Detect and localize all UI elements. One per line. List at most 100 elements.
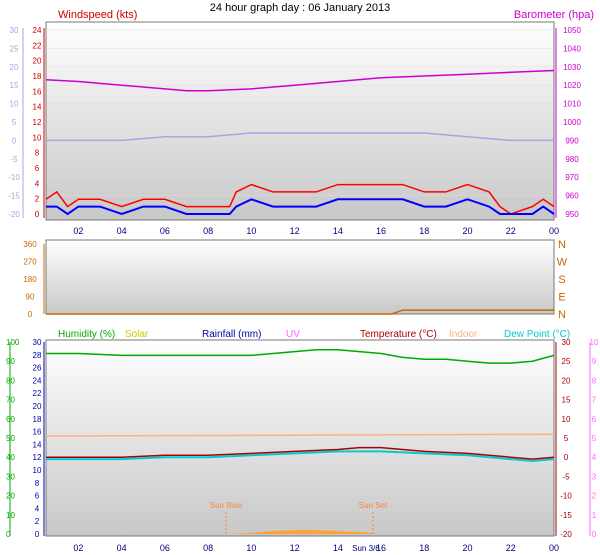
- x-tick-label-top: 04: [117, 226, 127, 236]
- series-windspeed: [45, 183, 555, 215]
- humidity-axis-tick: 20: [6, 492, 15, 501]
- direction-axis-tick: 0: [28, 310, 33, 319]
- x-tick-label-top: 14: [333, 226, 343, 236]
- windspeed-axis-tick: 18: [33, 72, 42, 81]
- barometer-axis-tick: 950: [565, 210, 579, 219]
- windspeed-axis-tick: 2: [35, 195, 40, 204]
- uv-axis-tick: 2: [592, 492, 597, 501]
- x-tick-label-top: 16: [376, 226, 386, 236]
- x-tick-label-bottom: 06: [160, 543, 170, 553]
- series-dewpoint: [46, 450, 555, 463]
- x-tick-label-top: 08: [203, 226, 213, 236]
- legend-item: Solar: [125, 329, 149, 340]
- outer-axis-tick: 5: [12, 118, 17, 127]
- barometer-axis-tick: 980: [565, 155, 579, 164]
- legend-item: Temperature (°C): [360, 329, 437, 340]
- temperature-axis-tick: -15: [560, 511, 572, 520]
- legend-item: Rainfall (mm): [202, 329, 261, 340]
- legend-item: Indoor: [449, 329, 478, 340]
- sunset-label: Sun Set: [359, 501, 388, 510]
- barometer-axis-tick: 1050: [563, 26, 581, 35]
- x-tick-label-bottom: 02: [73, 543, 83, 553]
- humidity-axis-tick: 80: [6, 376, 15, 385]
- windspeed-axis-tick: 14: [33, 103, 42, 112]
- barometer-axis-tick: 1000: [563, 118, 581, 127]
- barometer-axis-tick: 960: [565, 192, 579, 201]
- temperature-axis-tick: -10: [560, 492, 572, 501]
- compass-label: S: [558, 274, 565, 286]
- x-tick-label-top: 00: [549, 226, 559, 236]
- x-tick-label-top: 10: [246, 226, 256, 236]
- rainfall-axis-tick: 24: [33, 376, 42, 385]
- uv-axis-tick: 9: [592, 357, 597, 366]
- legend-item: Humidity (%): [58, 329, 115, 340]
- outer-axis-tick: -15: [8, 192, 20, 201]
- series-outer-line: [46, 132, 554, 142]
- x-tick-label-bottom: 18: [419, 543, 429, 553]
- series-indoor: [45, 433, 555, 437]
- rainfall-axis-tick: 4: [35, 504, 40, 513]
- uv-axis-tick: 5: [592, 434, 597, 443]
- temperature-axis-tick: -20: [560, 530, 572, 539]
- current-time-label: Sun 3/6: [352, 544, 380, 553]
- humidity-axis-tick: 70: [6, 396, 15, 405]
- uv-axis-tick: 3: [592, 472, 597, 481]
- rainfall-axis-tick: 12: [33, 453, 42, 462]
- barometer-axis-tick: 1030: [563, 63, 581, 72]
- x-tick-label-top: 20: [463, 226, 473, 236]
- temperature-axis-tick: 15: [562, 396, 571, 405]
- outer-axis-tick: 0: [12, 136, 17, 145]
- x-tick-label-bottom: 14: [333, 543, 343, 553]
- chart-title: 24 hour graph day : 06 January 2013: [210, 2, 390, 14]
- rainfall-axis-tick: 26: [33, 364, 42, 373]
- compass-label: W: [557, 257, 568, 269]
- temperature-axis-tick: 10: [562, 415, 571, 424]
- rainfall-axis-tick: 6: [35, 492, 40, 501]
- outer-axis-tick: 20: [10, 63, 19, 72]
- uv-axis-tick: 8: [592, 376, 597, 385]
- humidity-axis-tick: 90: [6, 357, 15, 366]
- humidity-axis-tick: 0: [6, 530, 11, 539]
- windspeed-axis-tick: 24: [33, 26, 42, 35]
- panel-temp-humidity: Humidity (%) Solar Rainfall (mm) UV Temperat…: [6, 329, 599, 553]
- outer-axis-tick: -20: [8, 210, 20, 219]
- uv-axis-tick: 6: [592, 415, 597, 424]
- series-humidity: [46, 348, 555, 364]
- windspeed-axis-tick: 6: [35, 164, 40, 173]
- rainfall-axis-tick: 10: [33, 466, 42, 475]
- series-direction: [46, 309, 554, 315]
- rainfall-axis-tick: 20: [33, 402, 42, 411]
- series-gust: [46, 198, 555, 216]
- temperature-axis-tick: -5: [562, 472, 570, 481]
- x-tick-label-bottom: 12: [290, 543, 300, 553]
- windspeed-axis-tick: 4: [35, 179, 40, 188]
- direction-axis-tick: 360: [23, 240, 37, 249]
- x-tick-label-bottom: 20: [463, 543, 473, 553]
- windspeed-axis-tick: 10: [33, 133, 42, 142]
- rainfall-axis-tick: 18: [33, 415, 42, 424]
- humidity-axis-tick: 100: [6, 338, 20, 347]
- barometer-axis-tick: 1010: [563, 100, 581, 109]
- windspeed-axis-tick: 22: [33, 41, 42, 50]
- outer-axis-tick: 15: [10, 81, 19, 90]
- uv-axis-tick: 4: [592, 453, 597, 462]
- panel-wind-barometer: Windspeed (kts) Barometer (hpa) 30252015…: [8, 9, 594, 221]
- x-tick-label-bottom: 22: [506, 543, 516, 553]
- humidity-axis-tick: 10: [6, 511, 15, 520]
- uv-axis-tick: 1: [592, 511, 597, 520]
- outer-axis-tick: 25: [10, 44, 19, 53]
- barometer-axis-tick: 1040: [563, 44, 581, 53]
- barometer-axis-tick: 970: [565, 173, 579, 182]
- uv-axis-tick: 10: [590, 338, 599, 347]
- direction-axis-tick: 180: [23, 275, 37, 284]
- humidity-axis-tick: 50: [6, 434, 15, 443]
- rainfall-axis-tick: 0: [35, 530, 40, 539]
- compass-label: N: [558, 309, 566, 321]
- direction-axis-tick: 270: [23, 258, 37, 267]
- windspeed-axis-tick: 8: [35, 149, 40, 158]
- x-tick-label-top: 02: [73, 226, 83, 236]
- barometer-axis-tick: 1020: [563, 81, 581, 90]
- outer-axis-tick: -5: [10, 155, 18, 164]
